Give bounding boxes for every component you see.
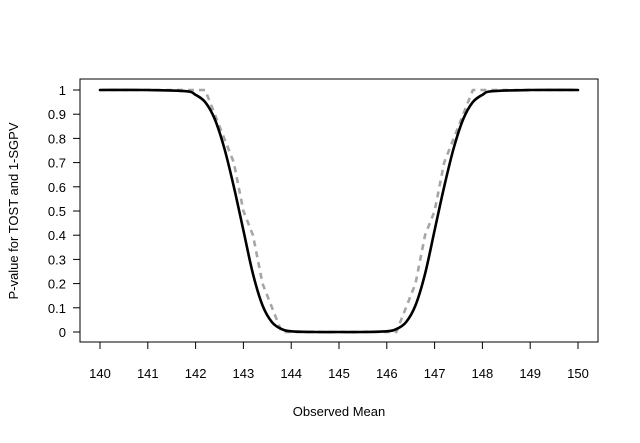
- y-tick-label-5: 0.5: [48, 204, 66, 219]
- x-tick-label-4: 144: [280, 366, 302, 381]
- x-tick-label-2: 142: [185, 366, 207, 381]
- x-tick-label-9: 149: [519, 366, 541, 381]
- y-tick-label-4: 0.4: [48, 228, 66, 243]
- x-axis: 140 141 142 143 144 145 146 147 148 149 150: [89, 342, 589, 381]
- series-line-solid: [98, 88, 580, 334]
- y-tick-label-7: 0.7: [48, 156, 66, 171]
- x-axis-title: Observed Mean: [293, 404, 386, 419]
- y-tick-label-1: 0.1: [48, 301, 66, 316]
- x-tick-label-8: 148: [472, 366, 494, 381]
- y-tick-label-9: 0.9: [48, 107, 66, 122]
- x-tick-label-10: 150: [567, 366, 589, 381]
- x-tick-label-0: 140: [89, 366, 111, 381]
- x-tick-label-5: 145: [328, 366, 350, 381]
- series-layer: [98, 88, 580, 334]
- y-tick-label-10: 1: [59, 83, 66, 98]
- x-tick-label-3: 143: [233, 366, 255, 381]
- y-axis: 0 0.1 0.2 0.3 0.4 0.5 0.6 0.7 0.8 0.9 1: [48, 83, 80, 340]
- x-tick-label-7: 147: [424, 366, 446, 381]
- y-tick-label-2: 0.2: [48, 277, 66, 292]
- x-tick-label-1: 141: [137, 366, 159, 381]
- y-tick-label-8: 0.8: [48, 131, 66, 146]
- plot-frame: [79, 78, 599, 343]
- x-tick-label-6: 146: [376, 366, 398, 381]
- y-tick-label-3: 0.3: [48, 252, 66, 267]
- y-tick-label-6: 0.6: [48, 180, 66, 195]
- y-tick-label-0: 0: [59, 325, 66, 340]
- y-axis-title: P-value for TOST and 1-SGPV: [6, 122, 21, 299]
- series-line-dashed: [100, 88, 578, 334]
